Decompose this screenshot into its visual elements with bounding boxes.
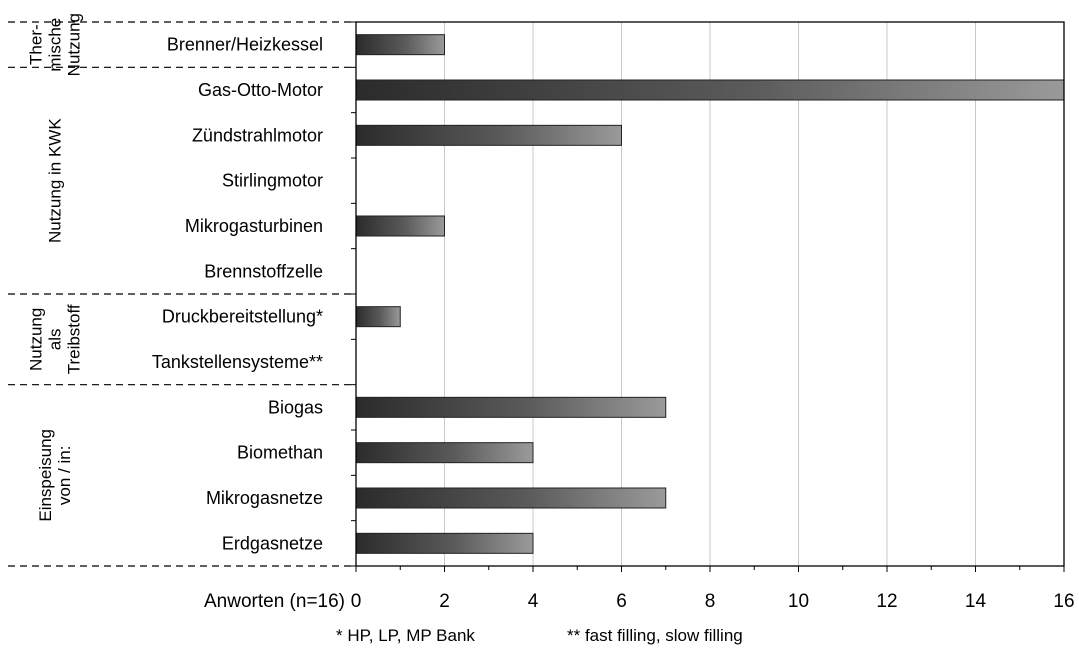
category-label: Druckbereitstellung*	[162, 307, 323, 327]
category-label: Biogas	[268, 397, 323, 417]
x-tick-label: 6	[616, 591, 627, 612]
x-tick-label: 14	[965, 591, 987, 612]
bar-1	[355, 79, 1065, 101]
group-label: Nutzung	[27, 308, 46, 371]
gridlines	[444, 22, 976, 566]
bars	[355, 34, 1065, 554]
category-label: Brenner/Heizkessel	[167, 35, 323, 55]
bar-2	[355, 124, 622, 146]
bar-4	[355, 215, 445, 237]
footnote-2: ** fast filling, slow filling	[567, 626, 743, 645]
category-label: Tankstellensysteme**	[152, 352, 323, 372]
category-labels: Brenner/Heizkessel Gas-Otto-Motor Zündstra…	[152, 35, 323, 554]
x-axis-label: Anworten (n=16)	[204, 591, 345, 612]
x-tick-label: 0	[351, 591, 362, 612]
bar-6	[355, 306, 401, 328]
category-label: Stirlingmotor	[222, 171, 323, 191]
group-label: Nutzung	[65, 13, 84, 76]
x-tick-label: 4	[528, 591, 539, 612]
x-tick-label: 8	[705, 591, 716, 612]
x-tick-label: 10	[788, 591, 809, 612]
group-label: als	[46, 328, 65, 350]
bar-11	[355, 532, 534, 554]
x-tick-label: 16	[1053, 591, 1074, 612]
footnote-1: * HP, LP, MP Bank	[336, 626, 475, 645]
x-tick-label: 2	[439, 591, 450, 612]
x-axis: 0 2 4 6 8 10 12 14 16	[351, 566, 1075, 612]
x-tick-label: 12	[876, 591, 897, 612]
group-label: mische	[46, 18, 65, 72]
category-label: Biomethan	[237, 443, 323, 463]
group-label: Ther-	[27, 24, 46, 65]
category-label: Erdgasnetze	[222, 533, 323, 553]
group-label: Nutzung in KWK	[46, 118, 65, 243]
bar-10	[355, 487, 667, 509]
category-label: Mikrogasturbinen	[185, 216, 323, 236]
group-label: Treibstoff	[65, 304, 84, 374]
category-label: Zündstrahlmotor	[192, 125, 323, 145]
bar-0	[355, 34, 445, 56]
bar-8	[355, 396, 667, 418]
category-label: Gas-Otto-Motor	[198, 80, 323, 100]
bar-9	[355, 442, 534, 464]
category-label: Mikrogasnetze	[206, 488, 323, 508]
category-label: Brennstoffzelle	[204, 261, 323, 281]
group-label: von / in:	[55, 446, 74, 506]
plot-frame	[351, 21, 1065, 567]
group-label: Einspeisung	[36, 429, 55, 522]
